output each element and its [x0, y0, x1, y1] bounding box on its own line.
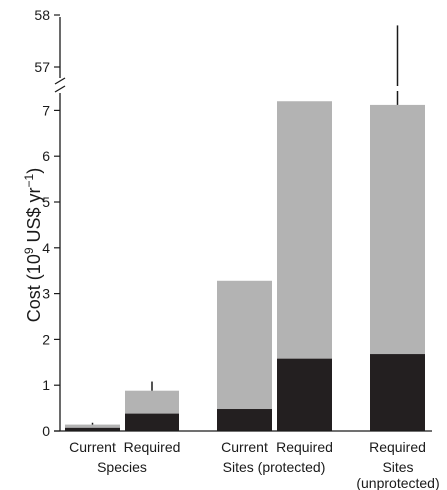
- y-tick-label: 0: [42, 423, 50, 439]
- bar-category-label: Current: [69, 439, 116, 455]
- y-tick-label: 3: [42, 286, 50, 302]
- bar-category-label: Required: [124, 439, 181, 455]
- bar-segment-total: [277, 101, 332, 359]
- group-label: Sites: [382, 459, 413, 475]
- y-tick-label: 7: [42, 102, 50, 118]
- y-tick-label: 58: [34, 7, 50, 23]
- bar-segment-dark: [65, 427, 120, 431]
- y-axis-title-sup: 9: [22, 247, 36, 254]
- y-tick-label: 57: [34, 59, 50, 75]
- axis-break-mark: [54, 77, 66, 85]
- group-label: Species: [97, 459, 147, 475]
- bar-segment-total: [125, 390, 179, 414]
- bar-segment-total: [370, 104, 425, 355]
- y-axis-title-close: ): [24, 168, 44, 174]
- bar-segment-total: [65, 424, 120, 428]
- y-axis-title: Cost (109 US$ yr−1): [22, 168, 44, 322]
- y-tick-label: 4: [42, 240, 50, 256]
- y-axis-title-main: Cost (10: [24, 254, 44, 322]
- axis-break-mark: [54, 85, 66, 93]
- bar-segment-dark: [277, 358, 332, 431]
- bar-segment-total: [217, 280, 272, 410]
- y-tick-label: 1: [42, 377, 50, 393]
- y-tick-label: 2: [42, 331, 50, 347]
- group-label: Sites (protected): [223, 459, 326, 475]
- bar-category-label: Required: [276, 439, 333, 455]
- y-axis-title-sup2: −1: [22, 173, 36, 187]
- bar-segment-dark: [125, 413, 179, 431]
- y-tick-label: 5: [42, 194, 50, 210]
- plot-area: 0 1 2 3 4 5 6 7 57 58 Current Required Current Requir…: [34, 7, 439, 490]
- bar-category-label: Current: [221, 439, 268, 455]
- y-tick-label: 6: [42, 148, 50, 164]
- bar-segment-dark: [370, 354, 425, 431]
- y-axis-title-unit: US$ yr: [24, 187, 44, 247]
- group-label: (unprotected): [356, 475, 439, 490]
- bar-segment-dark: [217, 409, 272, 431]
- bar-category-label: Required: [369, 439, 426, 455]
